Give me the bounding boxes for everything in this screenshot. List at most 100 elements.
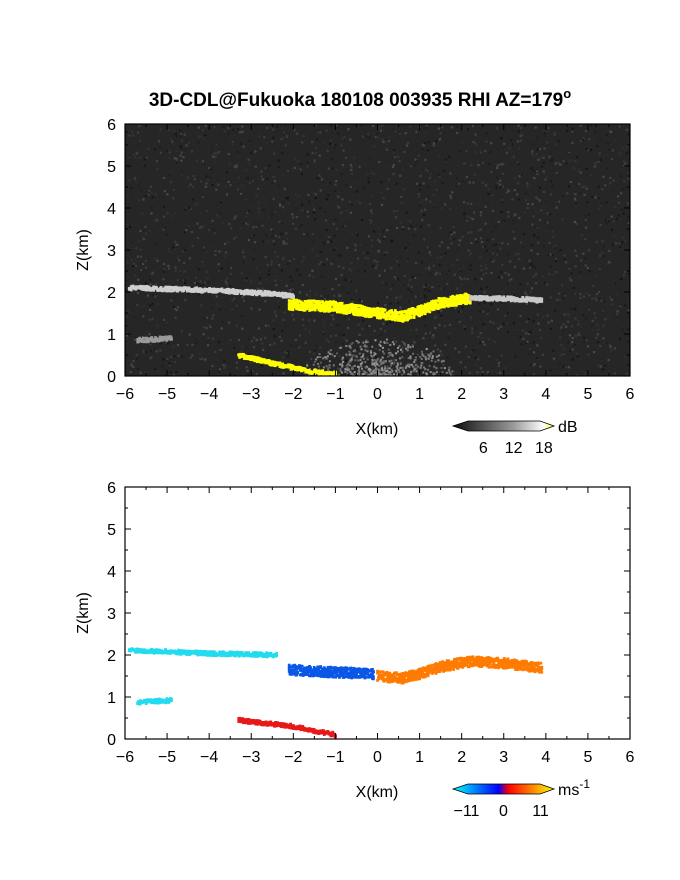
noise-pixel bbox=[568, 267, 571, 270]
echo-pixel bbox=[186, 289, 190, 293]
noise-pixel bbox=[458, 320, 461, 323]
noise-pixel bbox=[163, 166, 166, 169]
noise-pixel bbox=[616, 195, 620, 198]
noise-pixel bbox=[610, 215, 613, 218]
near-field-pixel bbox=[378, 372, 381, 375]
noise-pixel bbox=[163, 374, 167, 376]
noise-pixel bbox=[144, 350, 148, 354]
noise-pixel bbox=[519, 314, 522, 318]
noise-pixel bbox=[258, 135, 261, 138]
echo-pixel bbox=[415, 312, 419, 316]
near-field-pixel bbox=[448, 366, 451, 369]
noise-pixel bbox=[509, 260, 512, 263]
noise-pixel bbox=[366, 256, 369, 260]
noise-pixel bbox=[480, 269, 483, 272]
noise-pixel bbox=[461, 235, 464, 238]
noise-pixel bbox=[205, 175, 208, 178]
noise-pixel bbox=[448, 323, 452, 326]
noise-pixel bbox=[613, 347, 616, 350]
near-field-pixel bbox=[339, 369, 342, 372]
near-field-pixel bbox=[380, 369, 383, 372]
noise-pixel bbox=[575, 334, 579, 337]
echo-pixel bbox=[174, 285, 178, 289]
noise-pixel bbox=[402, 226, 405, 229]
noise-pixel bbox=[562, 323, 565, 326]
near-field-pixel bbox=[360, 367, 363, 370]
noise-pixel bbox=[609, 345, 612, 349]
noise-pixel bbox=[583, 340, 586, 343]
noise-pixel bbox=[223, 360, 226, 363]
noise-pixel bbox=[554, 143, 557, 146]
noise-pixel bbox=[371, 264, 374, 268]
noise-pixel bbox=[174, 269, 177, 272]
noise-pixel bbox=[618, 242, 621, 245]
noise-pixel bbox=[434, 273, 437, 276]
noise-pixel bbox=[226, 253, 229, 256]
noise-pixel bbox=[240, 272, 244, 275]
near-field-pixel bbox=[313, 360, 316, 363]
noise-pixel bbox=[309, 289, 312, 293]
echo-pixel bbox=[149, 650, 153, 654]
echo-pixel bbox=[376, 306, 379, 310]
noise-pixel bbox=[435, 271, 439, 274]
noise-pixel bbox=[176, 278, 179, 282]
noise-pixel bbox=[443, 328, 446, 331]
colorbar-tick-label: 12 bbox=[505, 440, 523, 457]
noise-pixel bbox=[311, 240, 314, 243]
noise-pixel bbox=[425, 197, 429, 200]
noise-pixel bbox=[323, 243, 326, 246]
noise-pixel bbox=[204, 134, 207, 137]
noise-pixel bbox=[413, 164, 416, 167]
noise-pixel bbox=[584, 264, 587, 267]
noise-pixel bbox=[469, 268, 472, 271]
near-field-pixel bbox=[379, 340, 382, 343]
noise-pixel bbox=[598, 290, 601, 294]
noise-pixel bbox=[207, 178, 210, 181]
noise-pixel bbox=[601, 368, 605, 371]
noise-pixel bbox=[195, 282, 199, 285]
noise-pixel bbox=[424, 288, 427, 291]
noise-pixel bbox=[365, 135, 369, 138]
echo-pixel bbox=[187, 286, 191, 290]
noise-pixel bbox=[267, 273, 270, 276]
noise-pixel bbox=[180, 159, 183, 162]
noise-pixel bbox=[330, 335, 333, 338]
noise-pixel bbox=[377, 226, 380, 230]
noise-pixel bbox=[294, 344, 298, 347]
noise-pixel bbox=[468, 266, 471, 270]
noise-pixel bbox=[183, 133, 186, 136]
noise-pixel bbox=[356, 257, 360, 260]
noise-pixel bbox=[537, 236, 540, 239]
noise-pixel bbox=[554, 246, 557, 249]
noise-pixel bbox=[543, 131, 547, 134]
noise-pixel bbox=[429, 253, 432, 257]
near-field-pixel bbox=[355, 354, 358, 357]
echo-pixel bbox=[365, 313, 369, 317]
noise-pixel bbox=[481, 181, 484, 184]
noise-pixel bbox=[225, 277, 229, 280]
near-field-pixel bbox=[390, 359, 393, 362]
noise-pixel bbox=[183, 149, 187, 152]
noise-pixel bbox=[191, 354, 194, 357]
noise-pixel bbox=[170, 138, 173, 141]
noise-pixel bbox=[160, 139, 163, 142]
noise-pixel bbox=[135, 247, 138, 250]
noise-pixel bbox=[305, 292, 308, 296]
noise-pixel bbox=[356, 233, 359, 236]
near-field-pixel bbox=[357, 359, 360, 362]
echo-pixel bbox=[465, 293, 468, 296]
noise-pixel bbox=[362, 185, 365, 188]
noise-pixel bbox=[377, 302, 380, 305]
echo-pixel bbox=[315, 302, 319, 306]
noise-pixel bbox=[355, 289, 358, 293]
noise-pixel bbox=[159, 342, 162, 345]
noise-pixel bbox=[426, 170, 430, 173]
noise-pixel bbox=[492, 259, 496, 262]
noise-pixel bbox=[598, 254, 602, 257]
y-tick-label: 1 bbox=[107, 327, 116, 344]
noise-pixel bbox=[154, 295, 157, 298]
noise-pixel bbox=[125, 334, 129, 337]
noise-pixel bbox=[571, 127, 574, 130]
noise-pixel bbox=[246, 223, 250, 226]
noise-pixel bbox=[306, 233, 309, 237]
